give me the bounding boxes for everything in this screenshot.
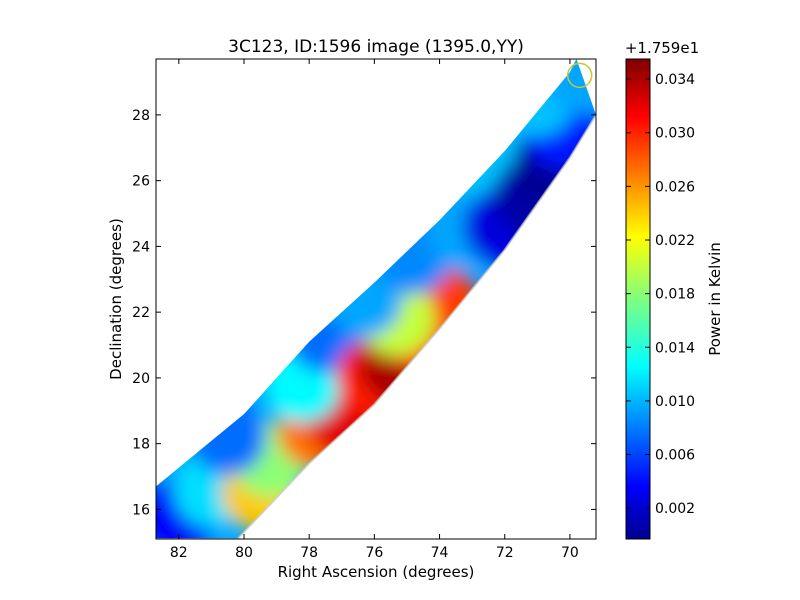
colorbar-tick-label: 0.030	[655, 126, 695, 142]
colorbar-tick-label: 0.034	[655, 72, 695, 88]
heatmap-strip-edge	[156, 114, 596, 539]
x-tick-label: 76	[365, 545, 383, 561]
y-tick-label: 26	[132, 174, 150, 190]
y-tick-label: 20	[132, 371, 150, 387]
colorbar: 0.002 0.006 0.010 0.014 0.018 0.022 0.026 0.030…	[625, 39, 724, 540]
colorbar-gradient	[625, 58, 651, 540]
y-tick-label: 24	[132, 239, 150, 255]
chart-title: 3C123, ID:1596 image (1395.0,YY)	[228, 37, 524, 57]
colorbar-tick-label: 0.022	[655, 233, 695, 249]
source-marker-circle	[566, 62, 593, 89]
y-axis-label: Declination (degrees)	[107, 218, 125, 380]
x-axis-label: Right Ascension (degrees)	[278, 563, 475, 581]
y-tick-label: 28	[132, 108, 150, 124]
x-axis-ticks: 82 80 78 76 74 72 70	[170, 59, 579, 561]
heatmap-chart: 82 80 78 76 74 72 70 16 18 20 22 24 26 28 3C123, ID:…	[107, 37, 597, 581]
colorbar-tick-label: 0.002	[655, 501, 695, 517]
colorbar-ticks: 0.002 0.006 0.010 0.014 0.018 0.022 0.026 0.030…	[626, 72, 695, 517]
colorbar-label: Power in Kelvin	[706, 242, 724, 356]
colorbar-tick-label: 0.014	[655, 340, 695, 356]
heatmap-sample-23	[541, 59, 596, 114]
y-tick-label: 16	[132, 502, 150, 518]
x-tick-label: 78	[300, 545, 318, 561]
colorbar-tick-label: 0.006	[655, 448, 695, 464]
x-tick-label: 80	[235, 545, 253, 561]
x-tick-label: 70	[561, 545, 579, 561]
colorbar-offset-label: +1.759e1	[625, 39, 699, 57]
colorbar-tick-label: 0.026	[655, 179, 695, 195]
colorbar-tick-label: 0.010	[655, 394, 695, 410]
x-tick-label: 74	[431, 545, 449, 561]
y-axis-ticks: 16 18 20 22 24 26 28	[132, 108, 596, 518]
colorbar-tick-label: 0.018	[655, 287, 695, 303]
x-tick-label: 72	[496, 545, 514, 561]
y-tick-label: 18	[132, 437, 150, 453]
plot-frame	[155, 58, 597, 540]
x-tick-label: 82	[170, 545, 188, 561]
y-tick-label: 22	[132, 305, 150, 321]
